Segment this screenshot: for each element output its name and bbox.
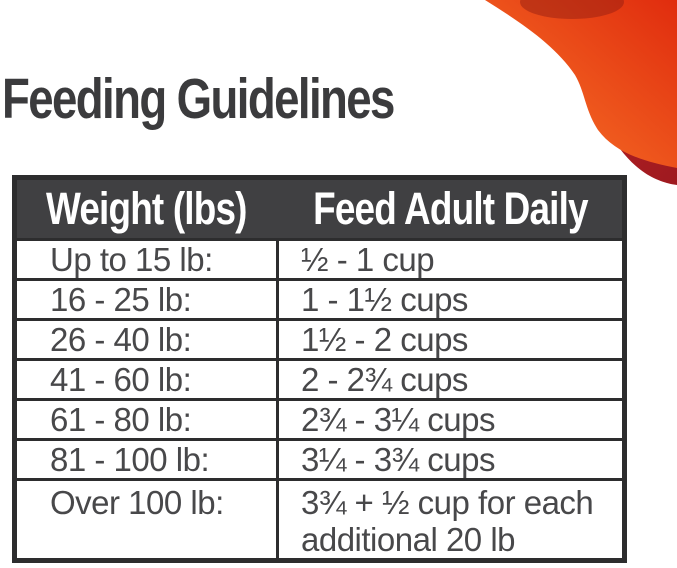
page-title-text: Feeding Guidelines <box>2 67 395 131</box>
feed-cell: 1½ - 2 cups <box>276 318 626 361</box>
feed-cell: 1 - 1½ cups <box>276 278 626 321</box>
feed-cell: ½ - 1 cup <box>276 238 626 281</box>
weight-cell: 81 - 100 lb: <box>13 438 279 481</box>
column-header-feed: Feed Adult Daily <box>276 176 626 241</box>
feed-cell: 2 - 2¾ cups <box>276 358 626 401</box>
column-header-weight: Weight (lbs) <box>13 176 279 241</box>
feed-cell: 2¾ - 3¼ cups <box>276 398 626 441</box>
table-row: 41 - 60 lb: 2 - 2¾ cups <box>13 358 626 401</box>
swoosh-maroon-shade <box>520 0 624 19</box>
weight-cell: 41 - 60 lb: <box>13 358 279 401</box>
page-title: Feeding Guidelines <box>2 66 492 132</box>
table-row: Over 100 lb: 3¾ + ½ cup for each additio… <box>13 478 626 562</box>
table-row: 26 - 40 lb: 1½ - 2 cups <box>13 318 626 361</box>
feeding-guidelines-table: Weight (lbs) Feed Adult Daily Up to 15 l… <box>12 175 627 563</box>
weight-cell: Over 100 lb: <box>13 478 279 562</box>
table-row: 16 - 25 lb: 1 - 1½ cups <box>13 278 626 321</box>
table-header-row: Weight (lbs) Feed Adult Daily <box>13 176 626 241</box>
table-row: 81 - 100 lb: 3¼ - 3¾ cups <box>13 438 626 481</box>
weight-cell: 26 - 40 lb: <box>13 318 279 361</box>
orange-swoosh-decoration <box>485 0 677 185</box>
feed-cell: 3¼ - 3¾ cups <box>276 438 626 481</box>
swoosh-orange-body <box>485 0 677 168</box>
feed-cell: 3¾ + ½ cup for each additional 20 lb <box>276 478 626 562</box>
weight-cell: 16 - 25 lb: <box>13 278 279 321</box>
weight-cell: Up to 15 lb: <box>13 238 279 281</box>
table-row: Up to 15 lb: ½ - 1 cup <box>13 238 626 281</box>
table-row: 61 - 80 lb: 2¾ - 3¼ cups <box>13 398 626 441</box>
weight-cell: 61 - 80 lb: <box>13 398 279 441</box>
